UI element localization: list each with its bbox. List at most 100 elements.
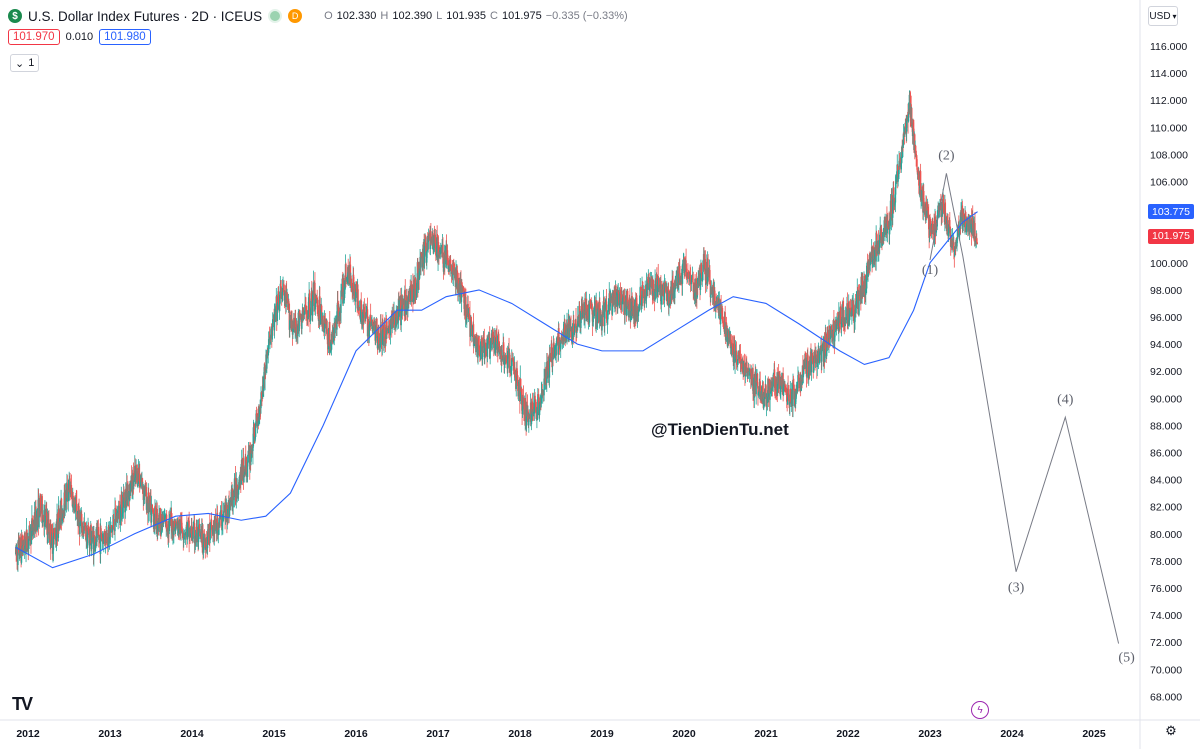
candle-body [82, 526, 85, 534]
candle-body [804, 358, 806, 362]
candle-body [779, 374, 781, 395]
candle-body [234, 477, 237, 497]
candle-body [48, 519, 50, 533]
y-tick-label: 80.000 [1150, 529, 1182, 541]
candle-body [354, 288, 356, 302]
candle-body [119, 506, 121, 525]
candle-body [482, 338, 485, 348]
currency-selector[interactable]: USD ▾ [1148, 6, 1178, 26]
candle-body [111, 527, 114, 533]
candle-body [558, 328, 560, 343]
candle-body [855, 308, 857, 314]
candle-body [401, 294, 403, 306]
candle-body [385, 318, 388, 335]
candle-body [479, 351, 481, 357]
candle-body [152, 509, 154, 513]
candle-body [739, 356, 742, 364]
candle-body [560, 343, 562, 350]
candle-body [596, 305, 599, 323]
candle-body [889, 218, 891, 230]
candle-body [387, 325, 390, 334]
candle-body [917, 173, 919, 175]
candle-body [915, 156, 918, 160]
candle-body [366, 309, 369, 337]
candle-body [898, 160, 900, 174]
candle-body [355, 283, 357, 285]
candle-body [790, 391, 793, 404]
candle-body [540, 393, 543, 404]
candle-body [180, 521, 183, 523]
candle-body [812, 356, 815, 373]
wave-projection-line [929, 173, 1120, 644]
candle-body [929, 216, 931, 227]
candle-body [692, 277, 694, 283]
candle-body [824, 349, 826, 363]
candle-body [965, 218, 967, 232]
symbol-title[interactable]: U.S. Dollar Index Futures · 2D · ICEUS [28, 8, 263, 24]
candle-body [349, 264, 352, 284]
candle-body [280, 286, 282, 299]
candle-body [956, 230, 959, 239]
candle-body [710, 294, 712, 298]
candle-body [730, 334, 732, 343]
market-status-icon[interactable] [268, 9, 283, 23]
candle-body [477, 339, 479, 358]
candle-body [524, 420, 526, 422]
candle-body [894, 202, 896, 205]
candle-body [16, 551, 18, 561]
gear-icon[interactable]: ⚙ [1165, 723, 1177, 738]
candle-body [397, 298, 400, 319]
wave-label: (1) [922, 263, 939, 278]
candle-body [458, 279, 460, 284]
candle-body [922, 190, 925, 213]
candle-body [808, 361, 810, 367]
candle-body [649, 283, 651, 288]
candle-body [246, 462, 249, 477]
candle-body [400, 311, 402, 326]
ask-button[interactable]: 101.980 [99, 29, 151, 45]
candle-body [439, 250, 442, 255]
candle-body [682, 260, 684, 265]
candle-body [226, 504, 228, 523]
candle-body [756, 373, 759, 387]
candle-body [354, 297, 357, 302]
indicators-collapse-button[interactable]: ⌄ 1 [10, 54, 40, 72]
candle-body [577, 316, 579, 318]
candle-body [777, 384, 779, 393]
candle-body [933, 224, 935, 241]
x-tick-label: 2013 [98, 728, 122, 740]
candle-body [679, 279, 682, 282]
bid-button[interactable]: 101.970 [8, 29, 60, 45]
candle-body [919, 186, 921, 188]
candle-body [423, 247, 426, 264]
candle-body [270, 328, 272, 338]
candle-body [127, 492, 130, 500]
candle-body [351, 282, 353, 290]
candle-body [828, 325, 831, 339]
candle-body [137, 468, 140, 484]
candle-body [222, 512, 224, 515]
candle-body [72, 495, 74, 504]
candle-body [871, 256, 874, 263]
candle-body [811, 353, 814, 362]
candle-body [564, 324, 566, 333]
candle-body [493, 336, 496, 341]
candle-body [137, 483, 139, 487]
candle-body [814, 356, 817, 364]
delayed-data-badge[interactable]: D [288, 9, 303, 23]
candle-body [218, 522, 220, 528]
candle-body [45, 515, 47, 523]
candle-body [52, 550, 54, 554]
candle-body [15, 547, 17, 553]
candle-body [221, 522, 224, 526]
candle-body [119, 520, 122, 525]
tradingview-logo-icon[interactable]: TV [12, 694, 33, 714]
candle-body [956, 238, 958, 247]
candle-body [577, 316, 579, 328]
candle-body [282, 289, 285, 291]
candle-body [462, 287, 465, 297]
flash-icon[interactable]: ϟ [971, 701, 989, 719]
candle-body [564, 327, 567, 339]
candle-body [538, 396, 540, 403]
